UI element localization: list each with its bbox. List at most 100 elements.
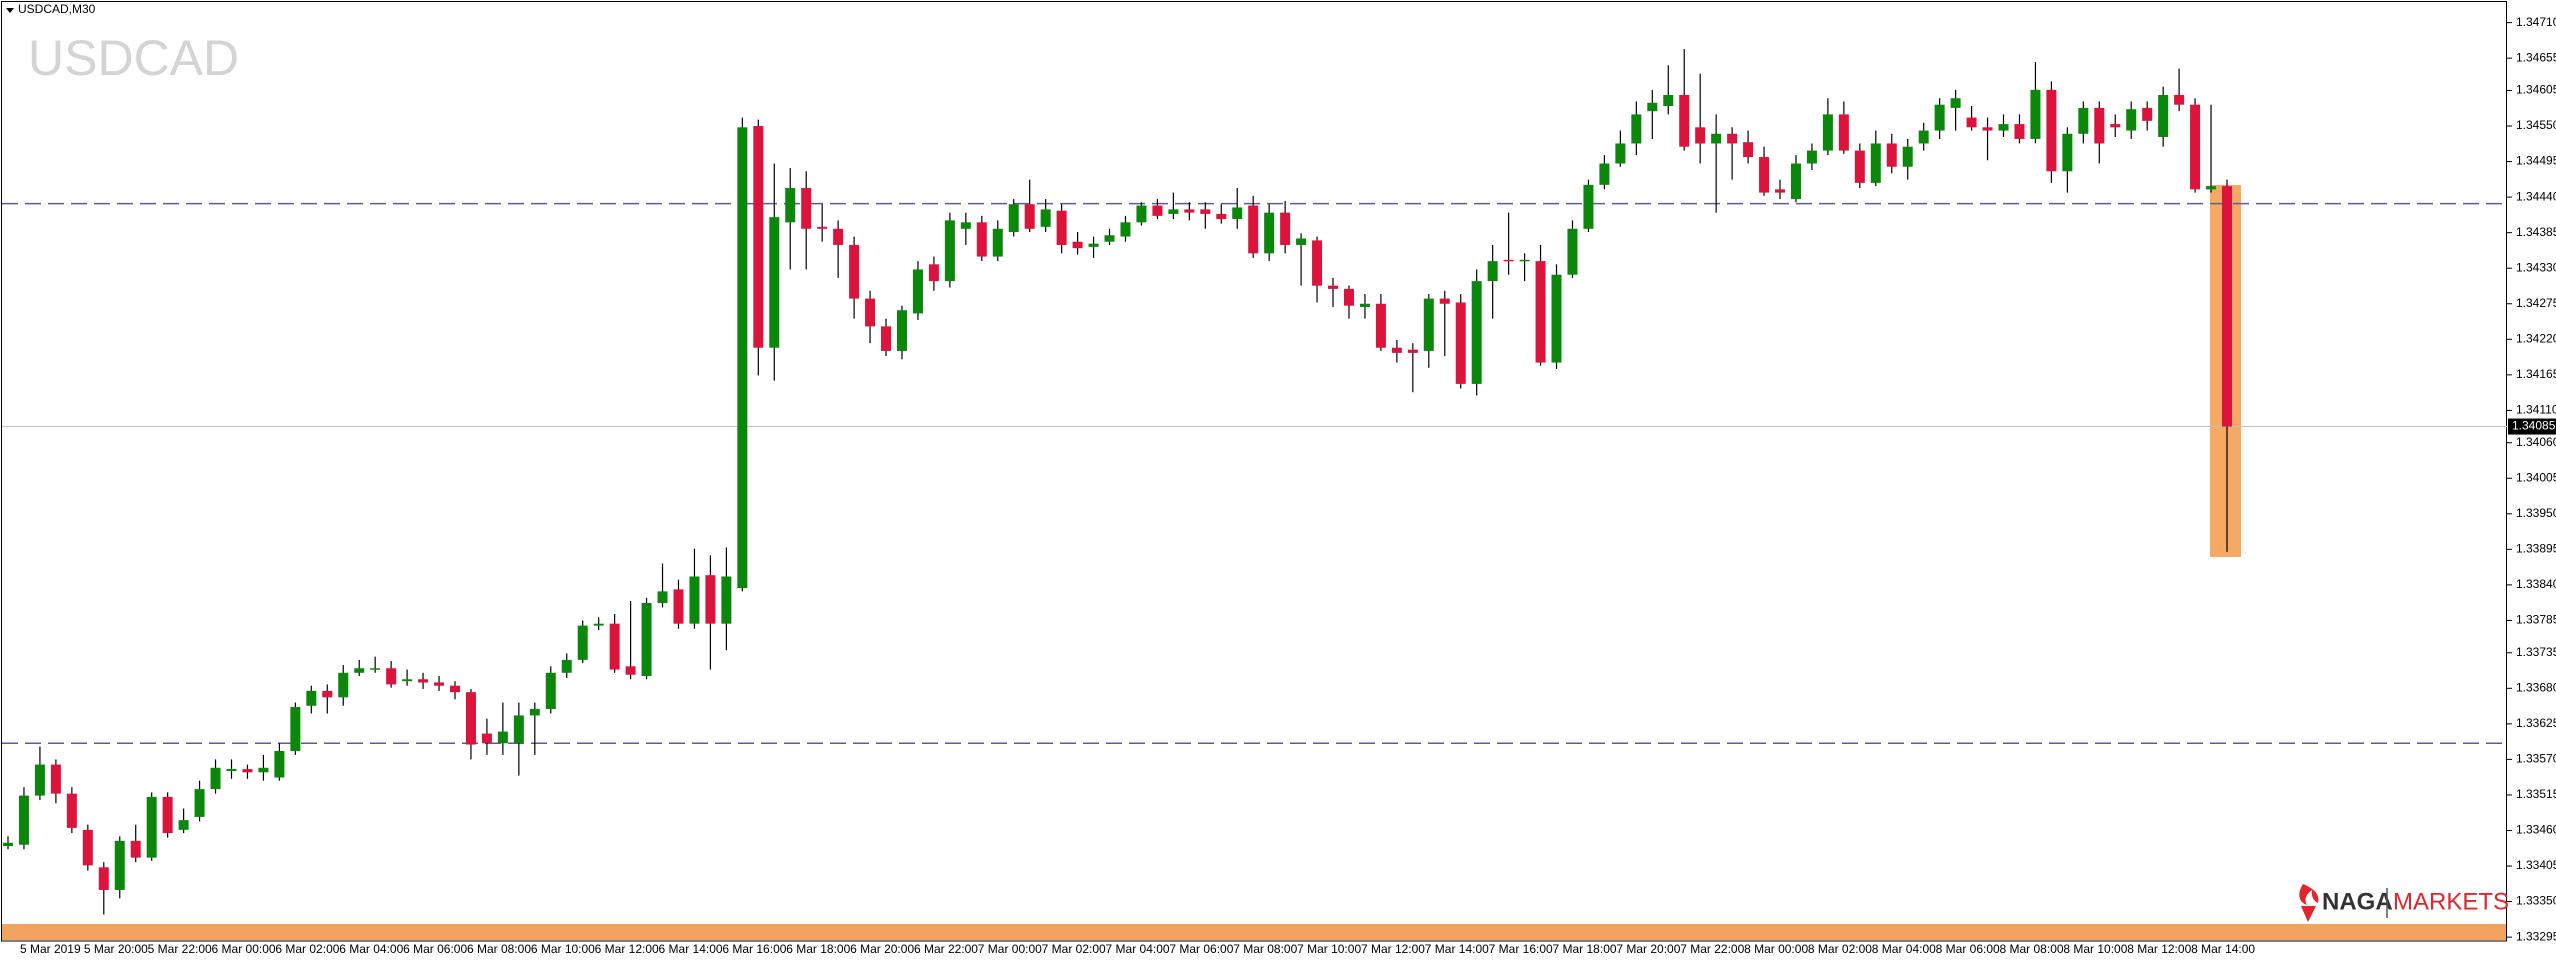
- y-tick-label: 1.34605: [2516, 83, 2556, 97]
- y-tick-label: 1.33350: [2516, 894, 2556, 908]
- candle-body: [3, 842, 13, 846]
- candle-body: [1168, 209, 1179, 214]
- candle-body: [577, 625, 588, 660]
- candle-body: [625, 666, 636, 675]
- x-tick-label: 7 Mar 08:00: [1233, 942, 1297, 956]
- candle-body: [833, 228, 844, 245]
- y-tick-label: 1.33735: [2516, 645, 2556, 659]
- candle-body: [657, 591, 668, 603]
- candle-body: [769, 217, 780, 348]
- y-tick-label: 1.34060: [2516, 435, 2556, 449]
- candle-body: [210, 767, 221, 790]
- x-tick-label: 6 Mar 16:00: [722, 942, 786, 956]
- x-tick-label: 7 Mar 02:00: [1042, 942, 1106, 956]
- y-tick-label: 1.34220: [2516, 331, 2556, 345]
- candle-body: [418, 679, 429, 683]
- y-tick-label: 1.33570: [2516, 752, 2556, 766]
- candle-body: [849, 244, 860, 299]
- candle-body: [1934, 104, 1945, 131]
- candle-body: [1296, 238, 1307, 245]
- x-tick-label: 7 Mar 10:00: [1297, 942, 1361, 956]
- candle-body: [465, 692, 476, 745]
- candle-body: [274, 750, 285, 778]
- plot-frame: [1, 1, 2507, 942]
- candle-body: [865, 298, 876, 327]
- y-tick-label: 1.34495: [2516, 154, 2556, 168]
- candle-body: [1232, 207, 1243, 220]
- orange-band: [2, 924, 2506, 940]
- candle-body: [1056, 210, 1067, 245]
- x-tick-label: 8 Mar 10:00: [2063, 942, 2127, 956]
- x-tick-label: 7 Mar 16:00: [1489, 942, 1553, 956]
- candle-body: [1471, 281, 1482, 384]
- candle-body: [2062, 133, 2073, 172]
- y-tick-label: 1.33895: [2516, 542, 2556, 556]
- candle-body: [721, 576, 732, 624]
- candle-body: [1583, 184, 1594, 229]
- candle-body: [1423, 298, 1434, 351]
- candle-body: [2046, 89, 2057, 172]
- candle-body: [481, 733, 492, 744]
- candle-body: [801, 188, 812, 229]
- y-tick-label: 1.34550: [2516, 118, 2556, 132]
- x-tick-label: 8 Mar 12:00: [2127, 942, 2191, 956]
- candle-body: [402, 679, 413, 682]
- y-tick-label: 1.34165: [2516, 367, 2556, 381]
- candle-body: [1966, 117, 1977, 128]
- x-tick-label: 7 Mar 14:00: [1425, 942, 1489, 956]
- candle-body: [1695, 127, 1706, 144]
- candle-body: [306, 690, 317, 706]
- y-tick-label: 1.34385: [2516, 225, 2556, 239]
- menu-arrow: [6, 8, 14, 13]
- candle-body: [2126, 109, 2137, 131]
- candle-body: [1854, 150, 1865, 183]
- y-tick-label: 1.33295: [2516, 929, 2556, 943]
- candle-body: [1391, 347, 1402, 353]
- candle-body: [737, 127, 748, 589]
- candle-body: [1264, 212, 1275, 254]
- y-tick-label: 1.33785: [2516, 613, 2556, 627]
- candle-body: [641, 602, 652, 677]
- y-tick-label: 1.33460: [2516, 823, 2556, 837]
- y-tick-label: 1.34440: [2516, 189, 2556, 203]
- candle-body: [753, 126, 764, 348]
- x-tick-label: 7 Mar 04:00: [1106, 942, 1170, 956]
- candle-body: [370, 668, 381, 670]
- y-tick-label: 1.33680: [2516, 680, 2556, 694]
- candle-body: [1359, 303, 1370, 307]
- candle-body: [354, 668, 365, 673]
- y-tick-label: 1.33515: [2516, 787, 2556, 801]
- candle-body: [1184, 209, 1195, 213]
- candle-body: [18, 795, 29, 845]
- y-tick-label: 1.34275: [2516, 296, 2556, 310]
- candle-body: [1152, 205, 1163, 216]
- candle-body: [1822, 114, 1833, 151]
- candle-body: [545, 672, 556, 709]
- x-tick-label: 6 Mar 06:00: [403, 942, 467, 956]
- candle-body: [1024, 204, 1035, 229]
- candle-body: [1631, 114, 1642, 144]
- candle-body: [66, 793, 77, 828]
- candle-body: [2078, 107, 2089, 134]
- candle-body: [1679, 95, 1690, 147]
- candle-body: [2174, 95, 2185, 105]
- candle-body: [513, 715, 524, 744]
- x-tick-label: 7 Mar 22:00: [1680, 942, 1744, 956]
- candle-body: [976, 222, 987, 257]
- candle-body: [34, 764, 45, 796]
- candle-body: [1120, 222, 1131, 237]
- candle-body: [960, 222, 971, 229]
- candle-body: [992, 228, 1003, 257]
- x-tick-label: 5 Mar 22:00: [148, 942, 212, 956]
- candle-body: [2110, 124, 2121, 128]
- y-tick-label: 1.33950: [2516, 506, 2556, 520]
- x-tick-label: 6 Mar 18:00: [786, 942, 850, 956]
- candle-body: [785, 188, 796, 223]
- y-tick-label: 1.34710: [2516, 15, 2556, 29]
- candle-body: [1727, 133, 1738, 144]
- x-tick-label: 6 Mar 10:00: [531, 942, 595, 956]
- candle-body: [2142, 107, 2153, 121]
- candle-body: [449, 685, 460, 693]
